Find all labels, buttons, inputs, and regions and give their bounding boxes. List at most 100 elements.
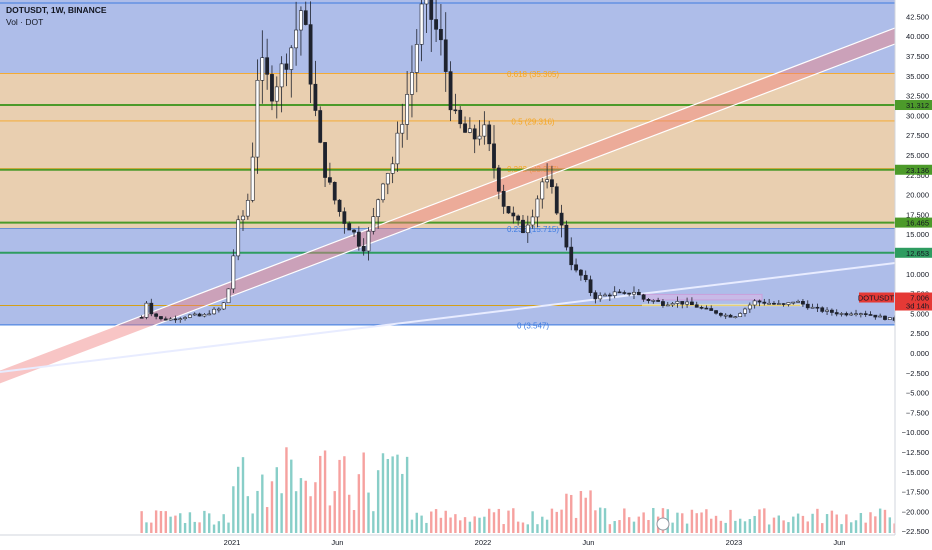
volume-bar (584, 497, 587, 533)
price-tick-label: 0.000 (910, 349, 929, 358)
volume-bar (150, 522, 153, 533)
symbol-badge (859, 292, 894, 303)
candle-body (245, 200, 250, 217)
volume-bar (449, 517, 452, 533)
candle-body (829, 309, 834, 313)
volume-bar (212, 524, 216, 533)
candle-body (250, 156, 255, 201)
volume-bar (323, 450, 327, 533)
volume-bar (430, 511, 433, 533)
candle-body (487, 124, 492, 145)
candle-body (279, 63, 284, 88)
volume-bar (734, 520, 737, 533)
candle-body (636, 291, 641, 296)
candle-body (366, 230, 371, 252)
volume-bar (357, 474, 361, 533)
volume-bar (574, 517, 578, 533)
chart-title: DOTUSDT, 1W, BINANCE (6, 5, 107, 15)
volume-bar (748, 519, 752, 533)
candle-body (786, 302, 791, 305)
volume-bar (227, 522, 230, 533)
price-tick-label: 17.500 (906, 210, 929, 219)
level-badge-label: 12.653 (906, 249, 929, 258)
volume-bar (526, 524, 529, 533)
candle-body (675, 301, 680, 304)
candle-body (854, 313, 858, 315)
volume-bar (507, 510, 510, 533)
volume-bar (314, 482, 317, 533)
candle-body (371, 216, 376, 232)
candle-body (410, 72, 414, 95)
candle-body (361, 245, 366, 252)
candle-body (395, 132, 400, 165)
volume-bar (598, 507, 602, 533)
candle-body (858, 313, 863, 315)
volume-bar (367, 492, 370, 533)
candle-body (559, 212, 564, 226)
candle-body (178, 318, 183, 320)
volume-bar (420, 515, 423, 533)
candle-body (540, 181, 545, 200)
volume-bar (401, 473, 404, 533)
volume-bar (738, 518, 742, 533)
candle-body (434, 19, 438, 30)
volume-bar (198, 522, 201, 533)
volume-bar (236, 466, 240, 533)
candle-body (733, 316, 738, 318)
candle-body (342, 211, 347, 224)
candle-body (762, 301, 767, 304)
candle-body (149, 302, 154, 315)
volume-bar (816, 508, 819, 533)
candle-body (313, 83, 318, 111)
volume-bar (787, 522, 790, 533)
level-badge-label: 16.465 (906, 219, 929, 228)
candle-body (390, 163, 395, 174)
volume-bar (594, 510, 597, 533)
volume-bar (487, 508, 491, 533)
price-tick-label: −7.500 (906, 408, 929, 417)
volume-bar (608, 524, 612, 533)
candle-body (569, 246, 574, 266)
candle-body (236, 219, 241, 257)
trend-channel-upper (0, 27, 896, 371)
fib-level-label: 0.5 (29.316) (511, 117, 554, 126)
candle-body (617, 291, 622, 294)
volume-bar (319, 455, 322, 533)
volume-bar (309, 496, 312, 533)
candle-body (168, 318, 173, 321)
fib-level-label: 0 (3.547) (517, 321, 549, 330)
price-tick-label: 42.500 (906, 12, 929, 21)
trend-channel (0, 28, 895, 384)
volume-bar (681, 513, 684, 533)
candle-body (868, 314, 873, 316)
last-price-label: 7.006 (910, 294, 929, 303)
candle-body (801, 301, 805, 305)
candle-body (207, 313, 212, 316)
candle-body (535, 198, 540, 218)
candle-body (839, 313, 844, 315)
volume-bar (772, 517, 776, 533)
price-tick-label: −20.000 (902, 507, 929, 516)
candle-body (709, 308, 714, 311)
volume-bar (618, 520, 621, 533)
candle-body (139, 317, 144, 319)
candle-body (525, 224, 530, 234)
candle-body (381, 183, 385, 201)
volume-bar (362, 452, 365, 533)
candle-body (352, 229, 356, 233)
volume-bar (724, 522, 727, 533)
volume-bar (536, 524, 539, 533)
volume-bar (811, 513, 814, 533)
time-tick-label: Jun (582, 538, 594, 547)
price-tick-label: 25.000 (906, 151, 929, 160)
candle-body (651, 300, 656, 302)
volume-label: Vol · DOT (6, 17, 44, 27)
range-box-yellow (642, 303, 802, 307)
fib-zone-low (0, 228, 895, 325)
volume-bar (792, 516, 795, 533)
candle-body (583, 274, 588, 281)
candle-body (159, 316, 163, 320)
price-tick-label: −12.500 (902, 448, 929, 457)
volume-bar (627, 517, 631, 533)
